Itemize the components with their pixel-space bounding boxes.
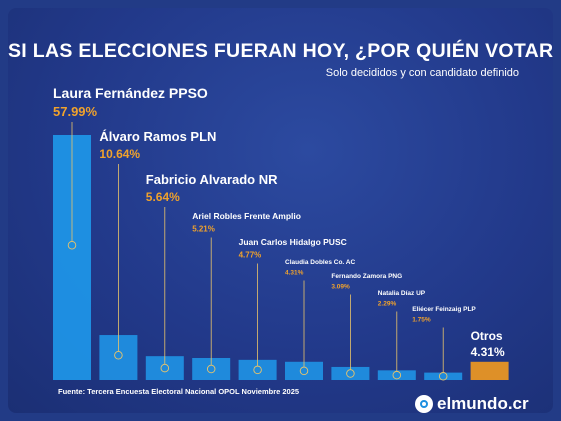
leader-pin-7 [346, 369, 355, 378]
leader-pin-2 [114, 351, 123, 360]
bar-7 [331, 366, 370, 380]
chart-subtitle: Solo decididos y con candidato definido [325, 67, 519, 79]
leader-pin-6 [299, 366, 309, 376]
value-label-9: 1.75% [412, 317, 431, 324]
logo-icon [415, 395, 433, 413]
value-label-7: 3.09% [331, 284, 350, 291]
leader-pin-8 [392, 370, 402, 380]
bar-8 [377, 370, 416, 380]
value-label-10: 4.31% [471, 345, 505, 359]
value-label-4: 5.21% [192, 225, 215, 234]
bar-4 [192, 357, 231, 380]
bar-6 [285, 361, 323, 380]
bar-label-10: Otros [471, 329, 503, 343]
value-label-2: 10.64% [99, 147, 140, 161]
leader-pin-1 [67, 240, 77, 250]
leader-pin-9 [438, 372, 448, 381]
value-label-3: 5.64% [146, 190, 180, 204]
logo-text: elmundo.cr [437, 394, 529, 413]
bar-label-5: Juan Carlos Hidalgo PUSC [239, 237, 347, 247]
chart-title: SI LAS ELECCIONES FUERAN HOY, ¿POR QUIÉN… [8, 40, 553, 62]
bar-chart: Laura Fernández PPSO 57.99%Álvaro Ramos P… [53, 85, 509, 381]
value-label-5: 4.77% [239, 251, 262, 260]
value-label-8: 2.29% [378, 301, 397, 308]
bar-label-1: Laura Fernández PPSO [53, 85, 208, 101]
infographic-frame: SI LAS ELECCIONES FUERAN HOY, ¿POR QUIÉN… [8, 8, 553, 413]
brand-logo[interactable]: elmundo.cr [415, 391, 535, 413]
bar-label-6: Claudia Dobles Co. AC [285, 259, 355, 266]
source-note: Fuente: Tercera Encuesta Electoral Nacio… [58, 387, 300, 396]
leader-pin-4 [206, 364, 216, 374]
bar-label-9: Eliécer Feinzaig PLP [412, 306, 476, 313]
bar-5 [238, 359, 277, 380]
bar-label-2: Álvaro Ramos PLN [99, 129, 216, 144]
bar-9 [424, 372, 463, 380]
value-label-6: 4.31% [285, 270, 304, 277]
bar-label-7: Fernando Zamora PNG [331, 273, 402, 280]
bar-label-3: Fabricio Alvarado NR [146, 172, 278, 187]
leader-pin-3 [160, 363, 170, 373]
bar-label-4: Ariel Robles Frente Amplio [192, 211, 301, 221]
bar-10 [470, 361, 509, 380]
bar-label-8: Natalia Díaz UP [378, 290, 426, 297]
leader-pin-5 [253, 365, 262, 375]
value-label-1: 57.99% [53, 104, 98, 119]
bar-3 [145, 356, 184, 380]
